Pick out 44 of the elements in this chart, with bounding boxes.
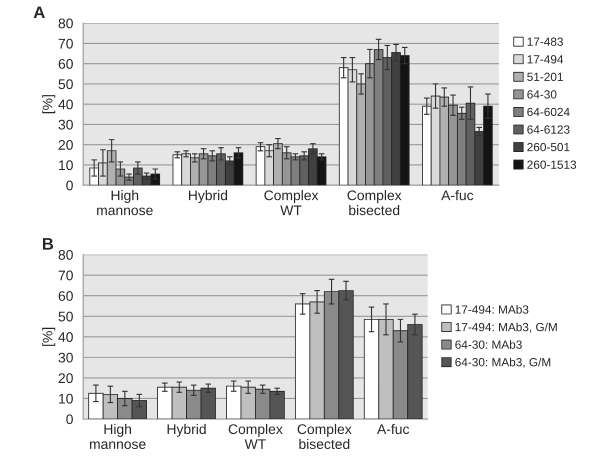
x-tick-label: Complex WT <box>264 190 318 216</box>
y-tick-label: 50 <box>58 312 73 322</box>
x-tick-label: High mannose <box>97 190 153 216</box>
x-tick-label: A-fuc <box>377 424 410 434</box>
x-tick-label: Hybrid <box>188 190 228 204</box>
y-tick-label: 20 <box>58 140 73 150</box>
y-axis-title: [%] <box>42 328 56 346</box>
legend-label: 64-30 <box>527 90 556 99</box>
legend-label: 64-6024 <box>527 108 570 116</box>
legend-label: 64-30: MAb3 <box>455 340 522 349</box>
legend-label: 17-494: MAb3, G/M <box>456 322 557 333</box>
x-tick-label: Complex bisected <box>298 424 352 450</box>
y-tick-label: 0 <box>66 414 73 424</box>
y-tick-label: 40 <box>58 100 73 110</box>
legend-label: 64-30: MAb3, G/M <box>455 358 550 368</box>
y-tick-label: 70 <box>58 38 73 49</box>
y-tick-label: 10 <box>59 394 73 404</box>
legend-label: 260-501 <box>527 142 570 152</box>
y-tick-label: 80 <box>58 18 73 28</box>
x-tick-label: Hybrid <box>168 424 206 437</box>
y-tick-label: 40 <box>58 332 73 342</box>
y-tick-label: 60 <box>58 58 73 69</box>
x-tick-label: Complex WT <box>228 424 283 449</box>
y-tick-label: 0 <box>66 180 73 190</box>
legend-label: 17-494 <box>528 55 564 64</box>
x-tick-label: A-fuc <box>441 190 474 200</box>
legend-label: 17-483 <box>528 38 563 46</box>
chart-title: A <box>34 6 45 18</box>
y-axis-title: [%] <box>42 95 56 114</box>
y-tick-label: 60 <box>58 291 73 301</box>
y-tick-label: 50 <box>58 79 73 90</box>
y-tick-label: 80 <box>58 250 73 260</box>
legend-label: 260-1513 <box>527 160 576 169</box>
x-tick-label: Complex bisected <box>348 190 402 216</box>
legend-label: 51-201 <box>527 72 563 82</box>
y-tick-label: 30 <box>58 352 73 363</box>
chart-title: B <box>42 238 54 250</box>
x-tick-label: High mannose <box>90 424 146 450</box>
y-tick-label: 20 <box>58 373 73 384</box>
y-tick-label: 30 <box>58 120 73 130</box>
y-tick-label: 10 <box>59 160 73 170</box>
y-tick-label: 70 <box>58 270 73 280</box>
legend-label: 64-6123 <box>527 125 570 134</box>
legend-label: 17-494: MAb3 <box>456 305 528 314</box>
